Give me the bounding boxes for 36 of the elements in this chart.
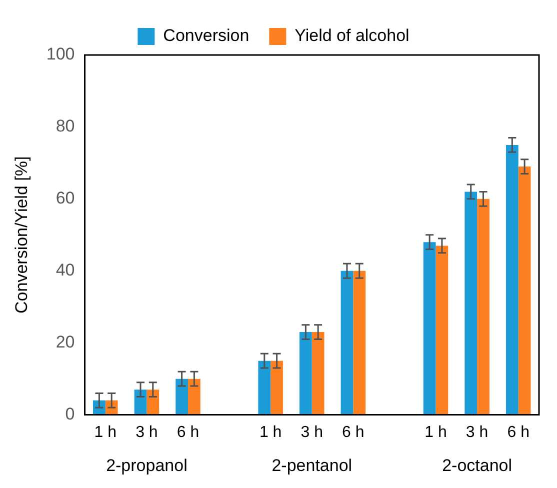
bar bbox=[258, 360, 271, 415]
legend-label: Yield of alcohol bbox=[294, 26, 410, 46]
x-tick-label: 6 h bbox=[342, 424, 364, 441]
y-tick-label: 0 bbox=[65, 404, 75, 424]
x-tick-label: 3 h bbox=[136, 424, 158, 441]
x-tick-label: 6 h bbox=[176, 424, 200, 441]
bar bbox=[146, 390, 160, 415]
x-tick-label: 3 h bbox=[466, 424, 488, 441]
x-tick-label: 1 h bbox=[259, 424, 282, 441]
bar bbox=[477, 198, 490, 415]
y-axis-title: Conversion/Yield [%] bbox=[12, 156, 31, 314]
x-tick-label: 6 h bbox=[507, 424, 530, 441]
y-tick-label: 60 bbox=[56, 188, 75, 208]
y-tick-label: 80 bbox=[56, 116, 75, 136]
bar bbox=[436, 246, 448, 415]
text: 2-propanol bbox=[106, 456, 188, 476]
bar bbox=[353, 270, 366, 415]
x-tick-label: 1 h bbox=[94, 424, 117, 441]
bar bbox=[423, 242, 436, 415]
legend-label: Conversion bbox=[163, 26, 250, 46]
bar bbox=[464, 192, 478, 415]
y-tick-label: 20 bbox=[56, 332, 75, 352]
x-tick-label: 3 h bbox=[300, 424, 324, 441]
text: 2-octanol bbox=[442, 456, 512, 476]
bar bbox=[518, 166, 531, 415]
text: 2-pentanol bbox=[272, 456, 352, 476]
y-tick-label: 40 bbox=[56, 260, 75, 280]
bar bbox=[340, 270, 354, 415]
y-tick-label: 100 bbox=[46, 44, 75, 64]
bar bbox=[312, 332, 324, 415]
x-tick-label: 1 h bbox=[424, 424, 447, 441]
bar bbox=[270, 360, 283, 415]
bar bbox=[506, 144, 518, 415]
bar bbox=[176, 378, 188, 415]
bar bbox=[188, 378, 200, 415]
bar bbox=[299, 332, 312, 415]
